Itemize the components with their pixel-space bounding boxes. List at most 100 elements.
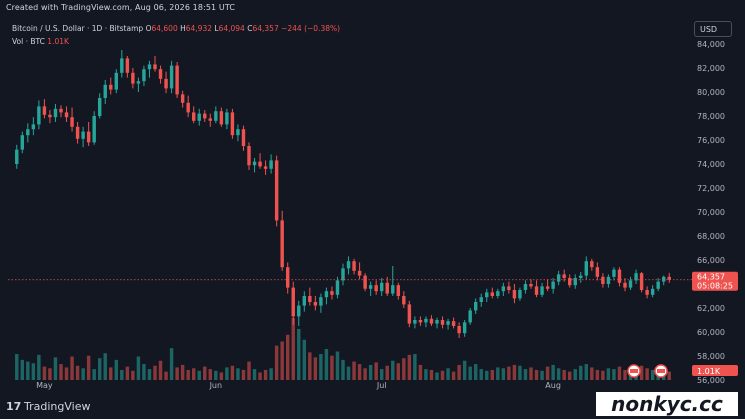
volume-value: 1.01K <box>47 37 69 46</box>
x-tick-label: Aug <box>545 381 561 390</box>
volume-bar <box>158 360 163 380</box>
candle-body <box>324 291 329 298</box>
price-chart[interactable]: 84,000 82,000 80,000 78,000 76,000 74,000 72,0… <box>0 0 745 392</box>
volume-bar <box>429 369 434 380</box>
candle-body <box>529 284 533 287</box>
tradingview-logo[interactable]: 17 TradingView <box>6 400 90 413</box>
volume-bar <box>485 370 489 380</box>
volume-bar <box>53 357 58 380</box>
candle-body <box>59 108 63 113</box>
volume-bar <box>402 358 406 380</box>
volume-bar <box>64 367 69 380</box>
volume-bar <box>551 364 555 380</box>
volume-bar <box>573 369 577 380</box>
volume-bar <box>435 372 439 380</box>
candle-body <box>595 267 600 277</box>
candle-body <box>31 124 36 130</box>
volume-label[interactable]: Vol · BTC <box>12 37 45 46</box>
candle-body <box>81 131 85 139</box>
volume-bar <box>601 370 605 380</box>
candle-body <box>579 275 583 278</box>
candle-body <box>252 161 257 166</box>
volume-bar <box>26 361 30 380</box>
volume-bar <box>457 364 461 380</box>
candle-body <box>363 275 367 289</box>
volume-bar <box>545 366 550 380</box>
candle-body <box>75 126 80 139</box>
candle-body <box>191 112 196 121</box>
volume-legend: Vol · BTC 1.01K <box>12 37 69 46</box>
candle-body <box>346 261 351 269</box>
candle-body <box>590 261 594 268</box>
volume-bar <box>103 353 107 380</box>
tradingview-logo-text: TradingView <box>24 400 91 413</box>
volume-bar <box>374 362 378 380</box>
last-price-tag <box>692 271 738 291</box>
volume-bar <box>252 369 257 380</box>
flag-stripe <box>630 369 638 373</box>
volume-bar <box>363 368 367 380</box>
volume-bar <box>512 364 517 380</box>
y-tick-label: 58,000 <box>697 352 725 361</box>
volume-bar <box>385 365 389 380</box>
volume-bar <box>120 369 124 380</box>
y-tick-label: 80,000 <box>697 88 725 97</box>
volume-bar <box>468 366 472 380</box>
candle-body <box>186 102 190 113</box>
volume-bar <box>606 368 611 380</box>
candle-body <box>285 267 290 288</box>
open-value: 64,600 <box>151 24 178 33</box>
candle-body <box>120 58 124 73</box>
volume-bar <box>153 365 157 380</box>
candle-body <box>169 65 174 89</box>
symbol-header: Bitcoin / U.S. Dollar · 1D · Bitstamp O6… <box>12 24 340 33</box>
candle-body <box>308 296 312 302</box>
volume-bar <box>595 369 600 380</box>
candle-body <box>164 78 168 89</box>
candle-body <box>551 281 555 289</box>
candle-body <box>634 273 638 281</box>
watermark: nonkyc.cc <box>596 392 738 416</box>
volume-bar <box>169 348 174 380</box>
candle-body <box>109 84 113 90</box>
candle-body <box>269 160 273 169</box>
volume-bar <box>20 359 25 380</box>
volume-bar <box>203 366 207 380</box>
volume-bar <box>131 370 135 380</box>
open-label: O <box>145 24 152 33</box>
candle-body <box>42 106 47 115</box>
tradingview-logo-icon: 17 <box>6 400 22 413</box>
y-tick-label: 76,000 <box>697 136 725 145</box>
change-value: −244 (−0.38%) <box>281 24 341 33</box>
candle-body <box>313 302 318 306</box>
candle-body <box>424 318 428 323</box>
candle-body <box>153 64 157 70</box>
volume-bar <box>650 369 655 380</box>
candle-body <box>291 287 295 317</box>
candle-body <box>418 320 423 323</box>
candle-body <box>518 290 522 299</box>
candle-body <box>197 113 201 121</box>
y-tick-label: 56,000 <box>697 376 725 385</box>
volume-bar <box>236 368 240 380</box>
candle-body <box>534 286 539 295</box>
x-tick-label: May <box>36 381 53 390</box>
volume-bar <box>590 367 594 380</box>
candle-body <box>92 116 96 143</box>
volume-bar <box>357 364 362 380</box>
candle-body <box>562 274 566 278</box>
volume-bar <box>346 366 351 380</box>
volume-bar <box>280 341 284 380</box>
currency-button[interactable]: USD <box>694 21 732 37</box>
candle-body <box>507 286 511 290</box>
candle-body <box>440 320 445 325</box>
candle-body <box>446 321 450 325</box>
volume-bar <box>258 372 262 380</box>
candle-body <box>203 113 207 119</box>
symbol-label[interactable]: Bitcoin / U.S. Dollar · 1D · Bitstamp <box>12 24 144 33</box>
candle-body <box>341 268 345 281</box>
volume-bar <box>534 369 539 380</box>
volume-bar <box>446 368 450 380</box>
volume-tag-value: 1.01K <box>697 367 721 376</box>
